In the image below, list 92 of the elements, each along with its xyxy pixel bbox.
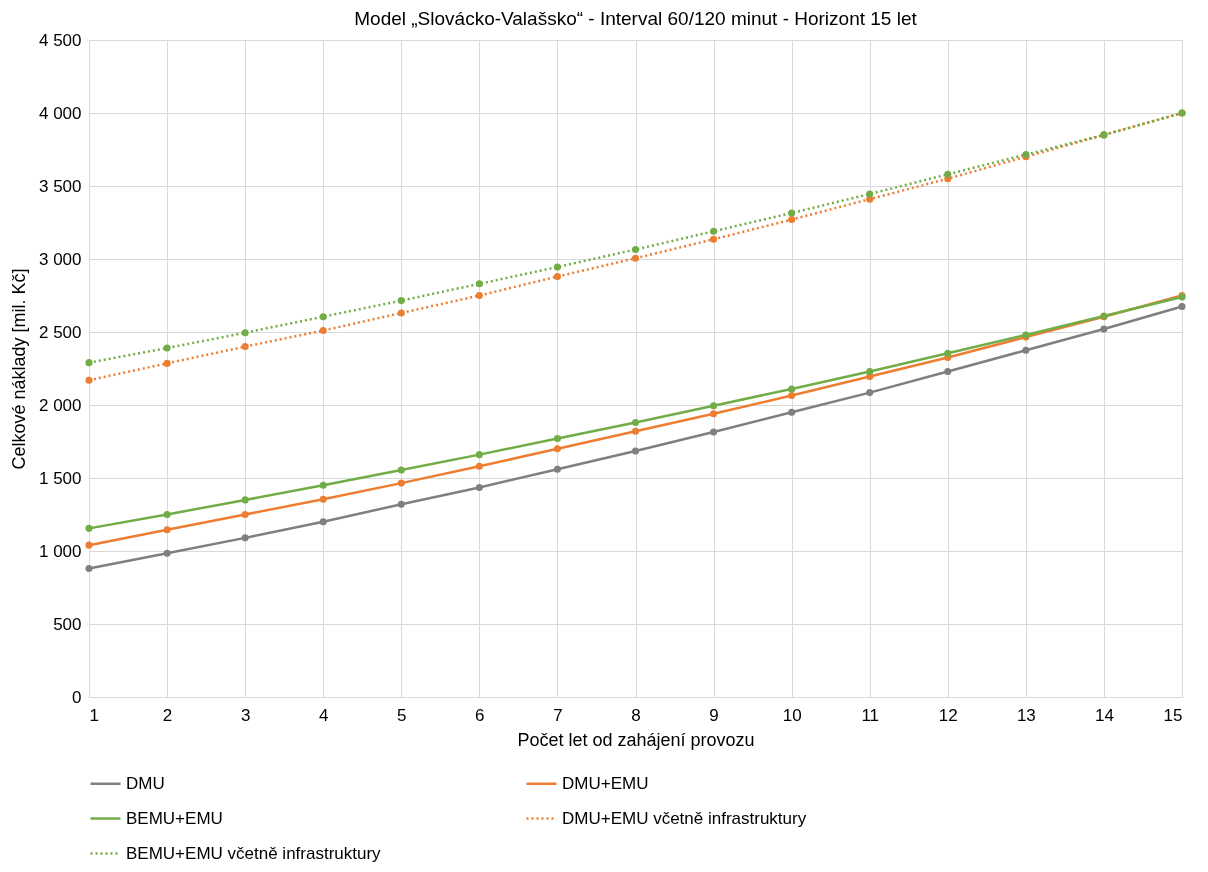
point [631,427,640,435]
point [319,313,327,321]
point [631,245,640,254]
point [553,465,561,473]
x-tick-label: 15 [1163,705,1183,725]
point [788,216,796,224]
point [163,344,171,352]
x-tick-label: 1 [89,705,99,725]
y-tick-label: 500 [53,614,82,634]
y-tick-label: 0 [72,687,82,707]
point [397,309,405,317]
point [241,329,249,337]
x-axis-title: Počet let od zahájení provozu [517,729,755,750]
point [553,435,561,443]
point [553,272,561,281]
point [866,367,874,375]
point [397,479,405,487]
point [553,263,561,271]
point [163,549,171,557]
point [710,227,718,235]
x-tick-label: 3 [240,705,251,725]
point [397,500,405,508]
y-tick-label: 2 500 [38,322,82,342]
point [85,524,93,532]
y-tick-label: 1 000 [38,541,82,561]
point [944,170,952,178]
point [866,389,874,397]
point [163,510,171,519]
y-tick-label: 1 500 [38,468,82,488]
point [1022,346,1030,354]
point [241,496,249,504]
point [319,495,327,503]
point [631,418,640,427]
legend-label: BEMU+EMU [126,808,223,828]
point [788,385,796,393]
point [85,541,93,549]
legend-label: BEMU+EMU včetně infrastruktury [126,843,382,863]
y-axis-title: Celkové náklady [mil. Kč] [8,268,29,470]
x-tick-label: 13 [1016,705,1036,725]
point [475,462,483,470]
x-tick-label: 11 [861,705,880,725]
x-tick-label: 2 [162,705,173,725]
point [397,466,405,474]
x-tick-label: 7 [553,705,563,725]
point [475,291,483,300]
point [944,349,952,357]
y-tick-label: 4 500 [38,30,82,50]
chart-title: Model „Slovácko-Valašsko“ - Interval 60/120 minut - Horizont 15 let [354,8,918,29]
point [241,534,249,542]
y-tick-label: 3 000 [38,249,82,269]
point [319,518,327,526]
point [866,190,874,198]
y-tick-label: 4 000 [38,103,82,123]
y-tick-label: 3 500 [38,176,82,196]
x-tick-label: 14 [1094,705,1114,725]
legend-label: DMU [126,773,165,793]
x-tick-label: 6 [475,705,485,725]
point [1178,302,1186,310]
legend-label: DMU+EMU [562,773,649,793]
point [319,327,327,335]
x-tick-label: 8 [631,705,641,725]
point [163,526,171,534]
x-tick-label: 9 [709,705,719,725]
point [788,391,796,400]
point [85,564,93,573]
point [710,402,718,410]
point [788,209,796,217]
point [475,280,483,288]
x-tick-label: 4 [318,705,329,725]
point [475,451,483,459]
point [710,428,718,436]
point [944,367,952,375]
point [710,235,718,243]
y-tick-label: 2 000 [38,395,82,415]
point [475,483,483,492]
point [163,359,171,367]
x-tick-label: 12 [938,705,958,725]
legend-label: DMU+EMU včetně infrastruktury [562,808,807,828]
point [710,410,718,418]
point [788,408,796,416]
point [1100,325,1108,333]
point [631,447,640,455]
point [85,359,93,367]
point [397,297,405,305]
point [241,343,249,351]
x-tick-label: 10 [782,705,802,725]
x-tick-label: 5 [397,705,407,725]
point [319,481,327,489]
point [85,376,93,384]
point [631,254,640,262]
point [241,510,249,519]
point [553,445,561,453]
